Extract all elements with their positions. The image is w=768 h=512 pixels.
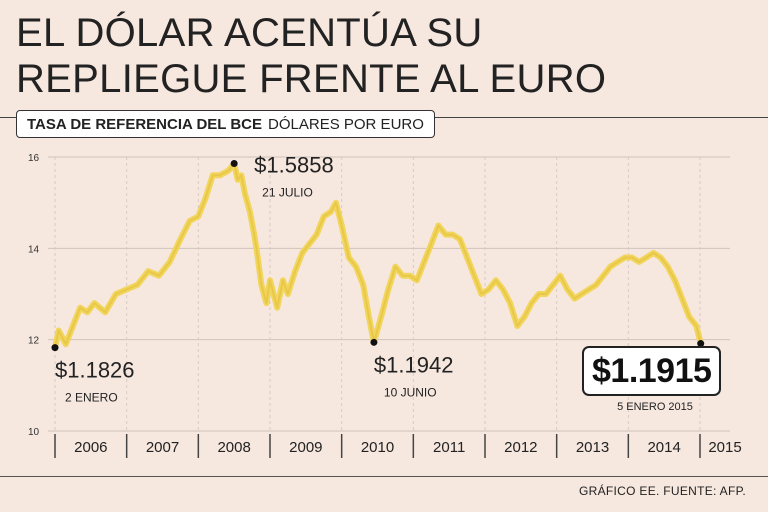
annotation-date: 5 ENERO 2015 [617, 401, 693, 413]
x-tick-label: 2015 [708, 439, 741, 456]
latest-value-text: $1.1915 [592, 351, 712, 390]
annotations-layer: $1.1826 2 ENERO $1.5858 21 JULIO $1.1942 10 J… [51, 152, 705, 413]
x-tick-label: 2006 [74, 439, 107, 456]
annotation-value: $1.1942 [374, 352, 454, 377]
y-axis: 10 12 14 16 [28, 153, 40, 438]
x-tick-label: 2007 [146, 439, 179, 456]
chart-subtitle: TASA DE REFERENCIA DEL BCE DÓLARES POR E… [16, 110, 435, 138]
point-marker [370, 338, 378, 346]
headline: EL DÓLAR ACENTÚA SU REPLIEGUE FRENTE AL … [16, 10, 606, 102]
x-tick-label: 2010 [361, 439, 394, 456]
annotation-value: $1.1826 [55, 358, 135, 383]
y-tick-label: 16 [28, 153, 40, 164]
x-tick-label: 2012 [504, 439, 537, 456]
y-tick-label: 12 [28, 336, 40, 347]
series-line [52, 160, 704, 351]
annotation-date: 10 JUNIO [384, 385, 437, 399]
subtitle-series-name: TASA DE REFERENCIA DEL BCE [27, 115, 263, 133]
headline-line-1: EL DÓLAR ACENTÚA SU [16, 11, 483, 55]
annotation-date: 2 ENERO [65, 391, 118, 405]
x-tick-label: 2009 [289, 439, 322, 456]
series-line-core [54, 162, 702, 348]
point-marker [230, 159, 238, 167]
latest-value-badge: $1.1915 [582, 346, 722, 396]
subtitle-units: DÓLARES POR EURO [268, 115, 424, 133]
x-axis: 2006 2007 2008 2009 2010 2011 2012 2013 2014 2015 [54, 434, 742, 458]
footer-divider [0, 476, 768, 477]
annotation-value: $1.5858 [254, 152, 334, 177]
x-tick-label: 2014 [647, 439, 680, 456]
point-marker [51, 344, 59, 352]
source-note: GRÁFICO EE. FUENTE: AFP. [578, 484, 746, 498]
point-marker [697, 340, 705, 348]
series-layer [52, 160, 704, 351]
x-tick-label: 2008 [217, 439, 250, 456]
headline-line-2: REPLIEGUE FRENTE AL EURO [16, 57, 607, 101]
y-tick-label: 14 [28, 244, 40, 255]
x-tick-label: 2011 [433, 439, 465, 456]
x-tick-label: 2013 [576, 439, 609, 456]
annotation-date: 21 JULIO [262, 185, 313, 199]
y-tick-label: 10 [28, 427, 40, 438]
